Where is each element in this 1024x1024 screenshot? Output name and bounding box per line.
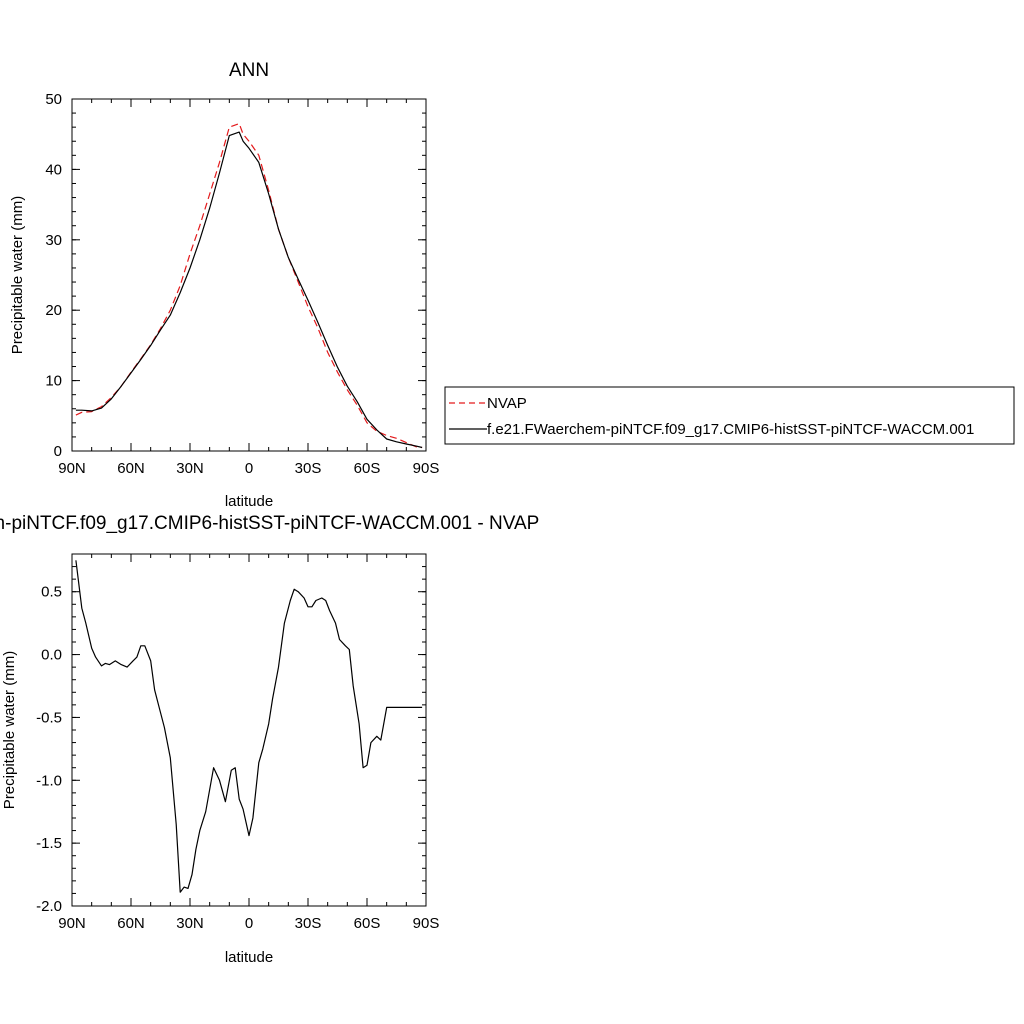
- bottom-x-tick-label: 60N: [117, 915, 145, 932]
- top-x-tick-label: 0: [245, 460, 253, 477]
- bottom-y-tick-label: -0.5: [36, 709, 62, 726]
- annual-mean-title: ANN: [229, 60, 269, 81]
- legend: NVAP f.e21.FWaerchem-piNTCF.f09_g17.CMIP…: [444, 386, 1015, 445]
- difference-panel: chem-piNTCF.f09_g17.CMIP6-histSST-piNTCF…: [0, 513, 539, 966]
- bottom-series-line-model: [75, 560, 423, 893]
- top-series-line-nvap: [75, 122, 423, 449]
- bottom-series-group: [75, 560, 423, 893]
- top-plot-frame: [71, 98, 427, 452]
- top-y-tick-label: 10: [45, 373, 62, 390]
- difference-title: chem-piNTCF.f09_g17.CMIP6-histSST-piNTCF…: [0, 513, 539, 534]
- top-x-tick-label: 30S: [295, 460, 322, 477]
- bottom-y-tick-label: 0.0: [41, 647, 62, 664]
- top-x-tick-label: 60N: [117, 460, 145, 477]
- bottom-x-tick-label: 0: [245, 915, 253, 932]
- legend-label-nvap: NVAP: [487, 395, 527, 412]
- bottom-x-axis-title: latitude: [225, 949, 273, 966]
- top-series-group: [75, 122, 423, 449]
- top-y-tick-label: 40: [45, 161, 62, 178]
- top-x-tick-label: 30N: [176, 460, 204, 477]
- bottom-x-tick-label: 30N: [176, 915, 204, 932]
- top-x-tick-label: 60S: [354, 460, 381, 477]
- top-y-tick-label: 0: [54, 443, 62, 460]
- top-y-axis-title: Precipitable water (mm): [9, 196, 26, 354]
- top-x-axis-title: latitude: [225, 493, 273, 510]
- bottom-x-tick-label: 60S: [354, 915, 381, 932]
- annual-mean-panel: ANN Precipitable water (mm) latitude 90N…: [9, 60, 439, 510]
- top-y-tick-label: 20: [45, 302, 62, 319]
- top-y-tick-label: 50: [45, 91, 62, 108]
- bottom-y-tick-label: -1.5: [36, 835, 62, 852]
- bottom-x-tick-label: 30S: [295, 915, 322, 932]
- bottom-axis-ticks: 90N 60N 30N 0 30S 60S 90S -2.0 -1.5 -1.0 -0.5 0.0 0.…: [36, 553, 440, 932]
- bottom-y-tick-label: 0.5: [41, 584, 62, 601]
- top-x-tick-label: 90S: [413, 460, 440, 477]
- legend-box: [444, 386, 1015, 445]
- bottom-x-tick-label: 90N: [58, 915, 86, 932]
- legend-label-model: f.e21.FWaerchem-piNTCF.f09_g17.CMIP6-his…: [487, 421, 974, 438]
- top-series-line-model: [75, 131, 423, 449]
- top-x-tick-label: 90N: [58, 460, 86, 477]
- bottom-y-axis-title: Precipitable water (mm): [1, 651, 18, 809]
- bottom-y-tick-label: -2.0: [36, 898, 62, 915]
- bottom-y-tick-label: -1.0: [36, 772, 62, 789]
- bottom-x-tick-label: 90S: [413, 915, 440, 932]
- bottom-plot-frame: [71, 553, 427, 907]
- top-y-tick-label: 30: [45, 232, 62, 249]
